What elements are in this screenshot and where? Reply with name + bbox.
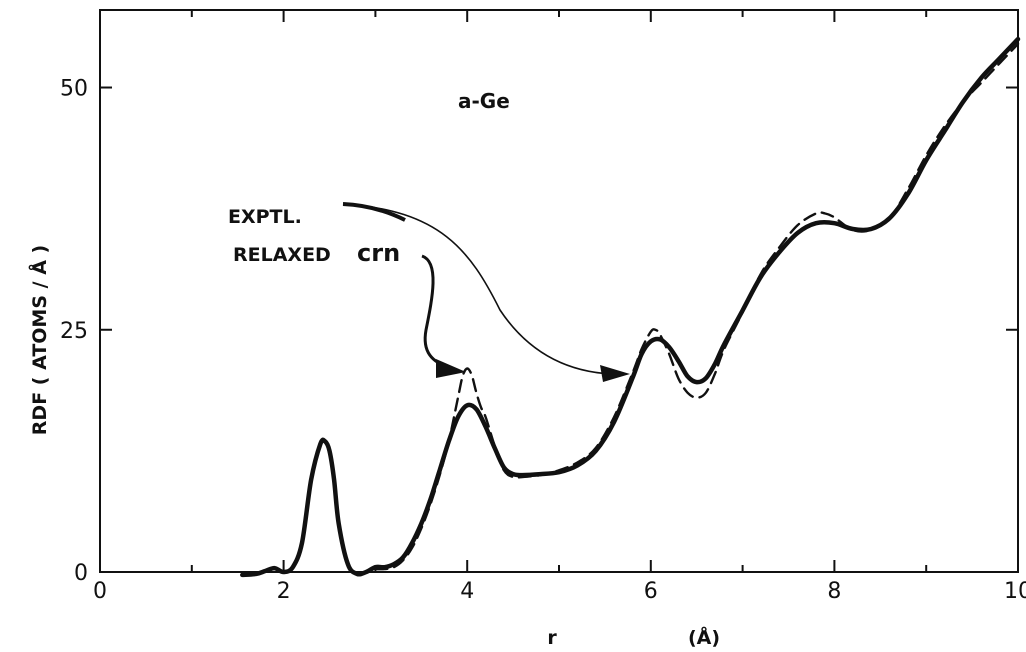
series-group xyxy=(240,36,1021,578)
x-tick-label: 4 xyxy=(460,579,474,604)
annotation-crn: crn xyxy=(357,239,400,267)
x-axis-label: r xyxy=(547,627,557,649)
annotation-relaxed: RELAXED xyxy=(233,244,331,266)
x-tick-label: 2 xyxy=(277,579,291,604)
sample-label: a-Ge xyxy=(458,89,510,113)
plot-frame xyxy=(99,9,1019,573)
annotation-exptl: EXPTL. xyxy=(228,206,302,228)
x-tick-label: 0 xyxy=(93,579,107,604)
x-tick-label: 10 xyxy=(1004,579,1026,604)
x-tick-label: 8 xyxy=(827,579,841,604)
y-tick-label: 50 xyxy=(60,77,88,102)
x-axis-unit: (Å) xyxy=(688,625,720,649)
exptl-arrow-tail xyxy=(342,202,406,222)
x-tick-label: 6 xyxy=(644,579,658,604)
exptl-arrow-line xyxy=(342,203,613,375)
series-line-relaxed-crn xyxy=(374,42,1020,571)
relaxed-arrow-line xyxy=(421,254,451,370)
y-tick-label: 0 xyxy=(74,561,88,586)
exptl-arrowhead xyxy=(600,365,630,382)
series-line-exptl xyxy=(240,36,1021,578)
y-tick-label: 25 xyxy=(60,319,88,344)
relaxed-arrowhead xyxy=(436,359,466,378)
y-axis-label: RDF ( ATOMS / Å ) xyxy=(27,245,51,435)
tick-group: 0 2 4 6 8 10 0 25 50 xyxy=(60,10,1026,604)
annotation-group: a-Ge EXPTL. RELAXED crn xyxy=(228,89,630,382)
plot-frame-group xyxy=(99,9,1019,573)
